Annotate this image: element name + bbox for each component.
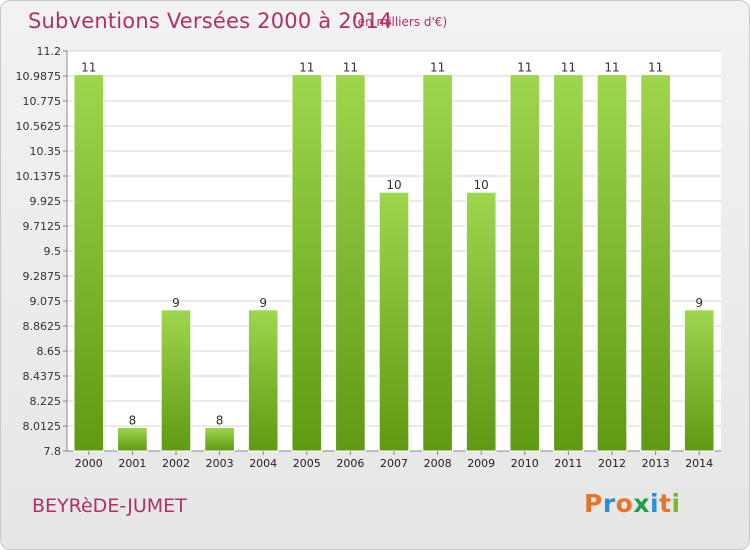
data-label: 11 [648,61,663,75]
logo-letter: P [584,489,603,518]
y-tick-label: 11.2 [37,45,62,58]
x-tick-label: 2003 [206,457,234,470]
x-tick-label: 2008 [424,457,452,470]
y-tick-label: 9.7125 [23,220,62,233]
data-label: 11 [561,61,576,75]
bar [378,191,410,452]
bar [553,74,584,452]
data-label: 9 [695,296,703,310]
x-tick-label: 2002 [162,457,190,470]
x-tick-label: 2007 [380,457,408,470]
data-label: 8 [216,413,224,427]
bar [683,309,715,452]
data-label: 8 [129,413,137,427]
y-tick-label: 8.4375 [23,370,62,383]
x-tick-label: 2005 [293,457,321,470]
x-tick-label: 2004 [249,457,277,470]
x-tick-label: 2006 [336,457,364,470]
data-label: 11 [299,61,314,75]
data-label: 11 [343,61,358,75]
bar [247,309,279,452]
data-label: 11 [430,61,445,75]
logo-letter: t [659,489,672,518]
data-label: 9 [259,296,267,310]
y-tick-label: 10.775 [23,95,62,108]
bar [422,74,453,452]
x-tick-label: 2000 [75,457,103,470]
logo-letter: i [650,489,660,518]
x-tick-label: 2009 [467,457,495,470]
logo-letter: x [633,489,650,518]
y-tick-label: 10.9875 [16,70,62,83]
x-tick-label: 2010 [511,457,539,470]
chart-title: Subventions Versées 2000 à 2014 [28,9,393,33]
bar [291,74,323,452]
y-tick-label: 7.8 [44,445,62,458]
place-name: BEYRèDE-JUMET [32,495,187,517]
y-tick-label: 9.2875 [23,270,62,283]
y-tick-label: 9.5 [44,245,62,258]
y-tick-label: 10.35 [30,145,62,158]
bar [204,426,235,452]
chart-subtitle: (en milliers d'€) [353,15,448,29]
x-tick-label: 2013 [642,457,670,470]
data-label: 10 [386,178,401,192]
bar [160,309,192,452]
data-label: 11 [81,61,96,75]
y-tick-label: 8.65 [37,345,62,358]
data-label: 11 [604,61,619,75]
y-tick-label: 8.8625 [23,320,62,333]
y-tick-label: 9.075 [30,295,62,308]
data-label: 9 [172,296,180,310]
bar [596,74,628,452]
bar [335,74,366,452]
bar [465,191,497,452]
logo-letter: o [615,489,634,518]
logo-letter: r [602,489,616,518]
y-tick-label: 8.225 [30,395,62,408]
x-tick-label: 2014 [685,457,713,470]
data-label: 10 [474,178,489,192]
data-label: 11 [517,61,532,75]
bar [117,426,148,452]
y-tick-label: 8.0125 [23,420,62,433]
y-tick-label: 10.5625 [16,120,62,133]
bar [509,74,541,452]
y-tick-label: 10.1375 [16,170,62,183]
proxiti-logo[interactable]: Proxiti [584,489,681,518]
x-tick-label: 2001 [118,457,146,470]
y-tick-label: 9.925 [30,195,62,208]
bar [640,74,671,452]
bar [73,74,105,452]
x-tick-label: 2012 [598,457,626,470]
x-tick-label: 2011 [554,457,582,470]
logo-letter: i [671,489,681,518]
